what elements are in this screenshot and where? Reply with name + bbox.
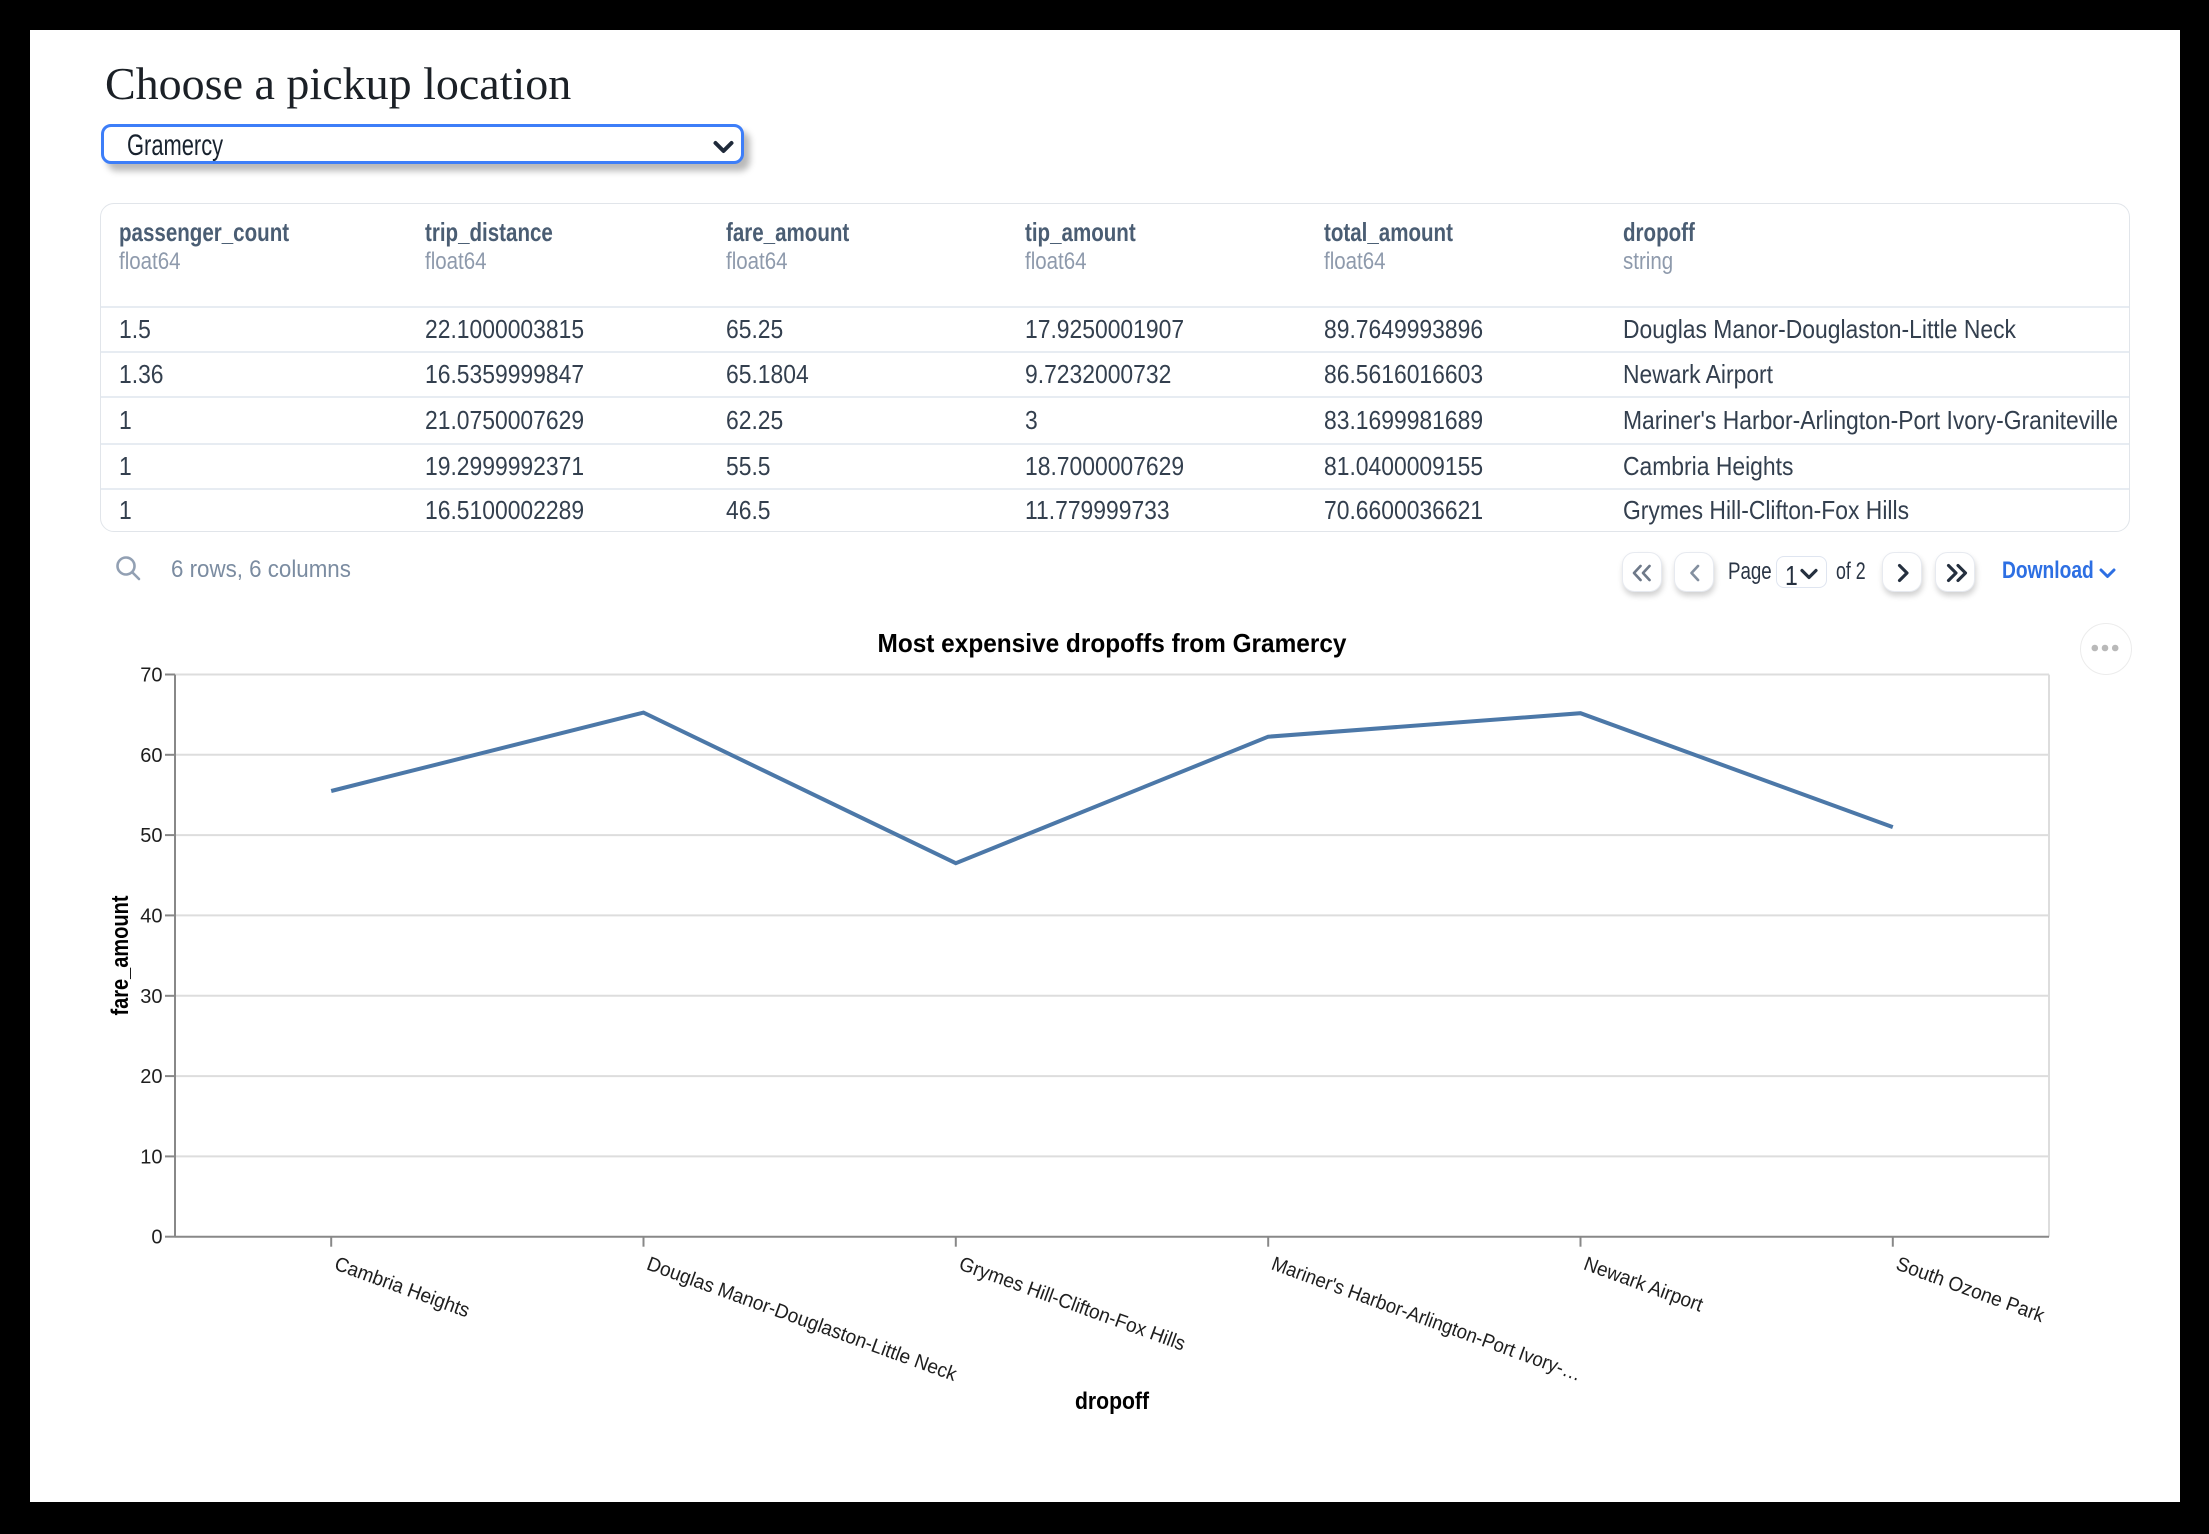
svg-text:60: 60 (140, 745, 162, 767)
svg-text:40: 40 (140, 905, 162, 927)
svg-text:10: 10 (140, 1146, 162, 1168)
svg-text:0: 0 (151, 1227, 162, 1249)
svg-text:20: 20 (140, 1066, 162, 1088)
svg-text:fare_amount: fare_amount (107, 896, 134, 1016)
svg-text:Grymes Hill-Clifton-Fox Hills: Grymes Hill-Clifton-Fox Hills (956, 1253, 1188, 1355)
svg-text:Douglas Manor-Douglaston-Littl: Douglas Manor-Douglaston-Little Neck (644, 1253, 961, 1386)
svg-text:Newark Airport: Newark Airport (1581, 1253, 1706, 1317)
svg-text:70: 70 (140, 665, 162, 687)
svg-text:South Ozone Park: South Ozone Park (1893, 1253, 2048, 1327)
svg-text:dropoff: dropoff (1075, 1388, 1150, 1415)
svg-text:Most expensive dropoffs from G: Most expensive dropoffs from Gramercy (878, 628, 1348, 658)
svg-text:30: 30 (140, 986, 162, 1008)
svg-text:Mariner's Harbor-Arlington-Por: Mariner's Harbor-Arlington-Port Ivory-… (1268, 1253, 1584, 1386)
svg-text:50: 50 (140, 825, 162, 847)
svg-text:Cambria Heights: Cambria Heights (331, 1253, 472, 1322)
